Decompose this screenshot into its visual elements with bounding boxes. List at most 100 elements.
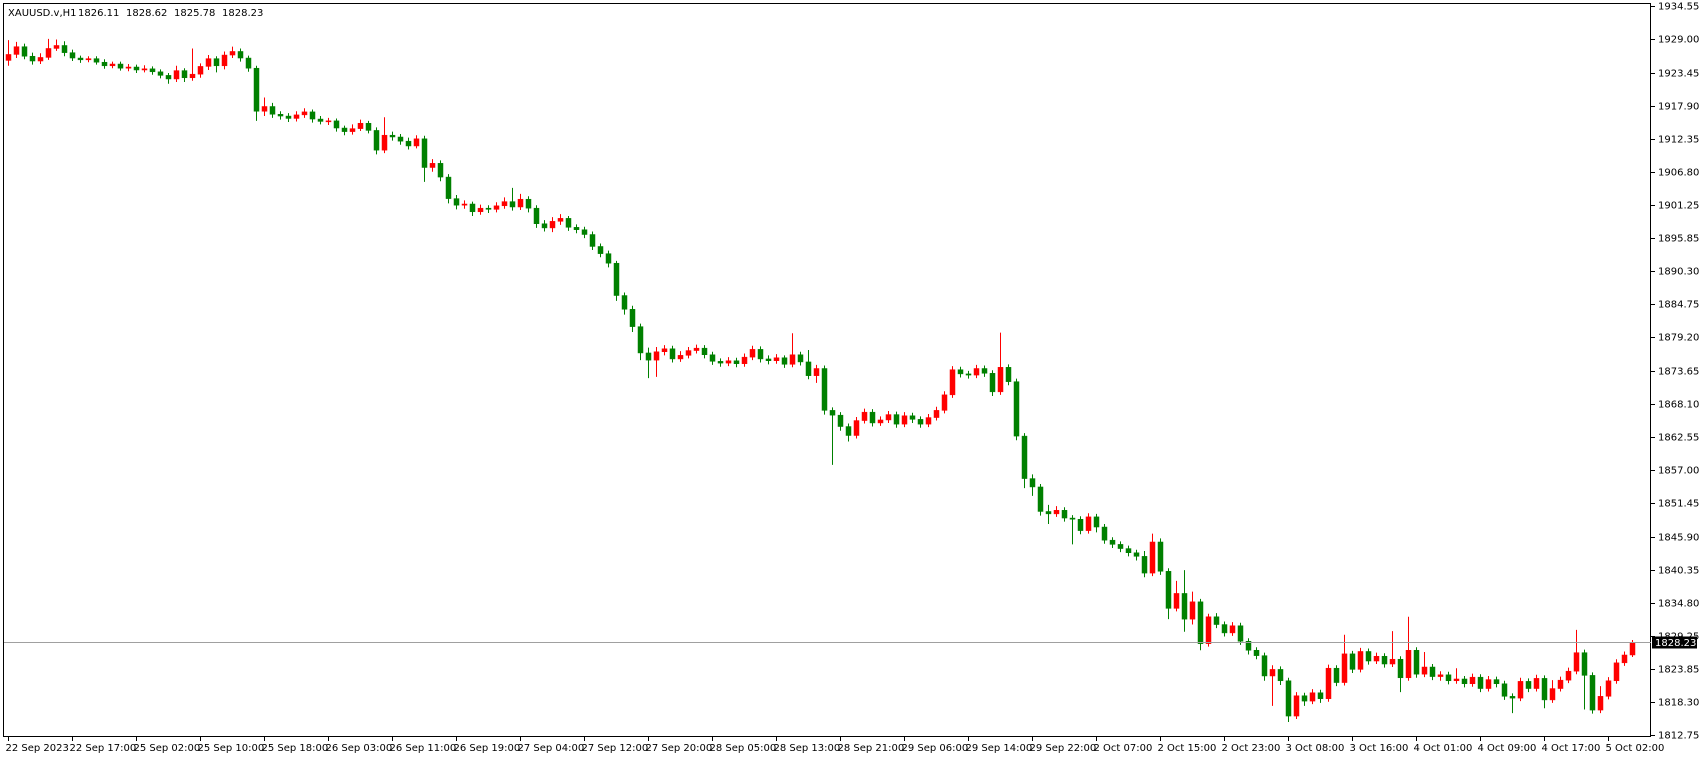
candle-body (693, 347, 700, 351)
candle-body (1581, 652, 1588, 676)
candle-body (1429, 666, 1436, 677)
candle-body (645, 352, 652, 361)
y-tick-label: 1868.10 (1658, 400, 1699, 411)
candle-body (733, 360, 740, 364)
candle-body (797, 354, 804, 363)
y-tick-label: 1917.90 (1658, 102, 1699, 113)
candle-body (1397, 658, 1404, 679)
candle-body (1229, 625, 1236, 634)
candle-body (821, 368, 828, 411)
candle-body (1501, 683, 1508, 697)
candle-body (541, 223, 548, 229)
candle-body (37, 57, 44, 62)
candle-body (1125, 548, 1132, 554)
candle-body (453, 198, 460, 206)
candle-body (397, 136, 404, 142)
candle-body (189, 73, 196, 79)
candle-body (1109, 539, 1116, 545)
candle-body (197, 66, 204, 75)
x-tick-label: 29 Sep 06:00 (902, 743, 969, 754)
candle-body (1541, 678, 1548, 701)
candle-body (1037, 486, 1044, 512)
candle-body (717, 361, 724, 364)
candle-body (533, 207, 540, 224)
y-tick-label: 1884.75 (1658, 300, 1699, 311)
candle-body (213, 58, 220, 67)
candle-body (1605, 680, 1612, 697)
candle-body (205, 58, 212, 67)
candle-body (613, 262, 620, 296)
candle-body (997, 367, 1004, 393)
candle-body (373, 130, 380, 151)
candle-body (1061, 510, 1068, 519)
candle-body (269, 106, 276, 115)
candle-body (629, 309, 636, 327)
candle-body (1349, 653, 1356, 670)
candle-body (93, 58, 100, 63)
candle-body (85, 58, 92, 61)
candle-body (1157, 541, 1164, 572)
x-tick-label: 25 Sep 10:00 (198, 743, 265, 754)
candle-body (989, 373, 996, 393)
candle-body (701, 347, 708, 355)
candle-body (1405, 650, 1412, 679)
candle-body (1181, 593, 1188, 620)
y-tick-label: 1851.45 (1658, 499, 1699, 510)
candle-body (277, 114, 284, 117)
x-tick-label: 5 Oct 02:00 (1606, 743, 1665, 754)
candle-body (517, 198, 524, 208)
y-tick-label: 1823.85 (1658, 665, 1699, 676)
header-low: 1825.78 (174, 8, 215, 19)
candle-body (1341, 653, 1348, 683)
header: XAUUSD.v,H1 1826.11 1828.62 1825.78 1828… (8, 8, 263, 19)
candle-body (1205, 616, 1212, 644)
candle-body (749, 349, 756, 358)
candle-body (685, 350, 692, 356)
candle-body (261, 106, 268, 112)
candle-body (773, 357, 780, 361)
header-close: 1828.23 (222, 8, 263, 19)
candle-body (781, 357, 788, 365)
candle-body (101, 61, 108, 67)
y-tick-label: 1862.55 (1658, 433, 1699, 444)
x-tick-label: 26 Sep 11:00 (390, 743, 457, 754)
x-tick-label: 27 Sep 04:00 (518, 743, 585, 754)
candle-body (1389, 658, 1396, 665)
price-label-box (1652, 636, 1697, 649)
candle-body (309, 111, 316, 120)
candle-body (21, 46, 28, 57)
candle-body (245, 57, 252, 69)
candle-body (1485, 679, 1492, 689)
candle-body (853, 420, 860, 436)
candle-body (1117, 544, 1124, 549)
candle-body (1549, 688, 1556, 701)
candle-body (573, 227, 580, 230)
candle-body (661, 348, 668, 353)
candle-body (757, 349, 764, 360)
candle-body (933, 410, 940, 418)
candle-body (109, 63, 116, 67)
candle-body (1149, 541, 1156, 574)
candle-body (1253, 650, 1260, 656)
candle-body (1437, 674, 1444, 677)
candle-body (869, 411, 876, 424)
candle-body (765, 358, 772, 361)
candle-body (1029, 478, 1036, 488)
candle-body (965, 373, 972, 376)
x-tick-label: 26 Sep 19:00 (454, 743, 521, 754)
candle-body (237, 51, 244, 59)
candle-body (901, 415, 908, 425)
candle-body (1613, 662, 1620, 682)
candle-body (173, 70, 180, 80)
candle-body (1293, 695, 1300, 717)
candle-body (829, 410, 836, 416)
candle-body (1381, 655, 1388, 665)
x-tick-label: 27 Sep 20:00 (646, 743, 713, 754)
candle-body (1325, 667, 1332, 699)
x-tick-label: 29 Sep 14:00 (966, 743, 1033, 754)
candle-body (1133, 552, 1140, 557)
candle-body (1013, 381, 1020, 437)
candle-body (181, 70, 188, 79)
